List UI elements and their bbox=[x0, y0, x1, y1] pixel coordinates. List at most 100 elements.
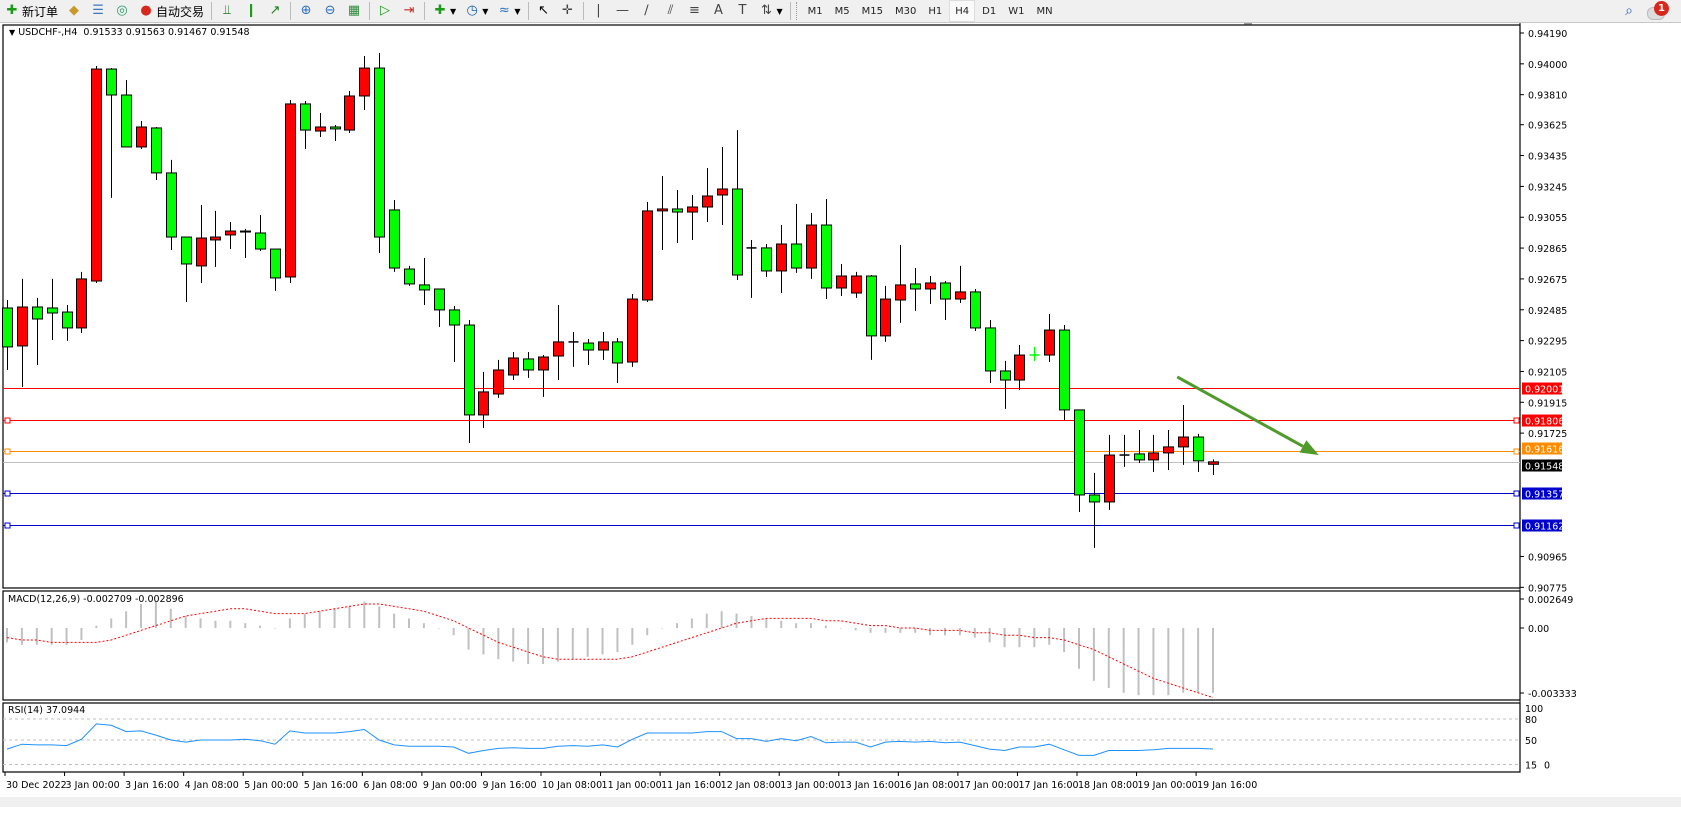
candle bbox=[806, 213, 817, 279]
macd-histogram-bar bbox=[586, 628, 589, 657]
candle bbox=[985, 319, 996, 383]
rsi-legend: RSI(14) 37.0944 bbox=[8, 705, 86, 716]
macd-histogram-bar bbox=[944, 628, 946, 636]
macd-histogram-bar bbox=[303, 613, 306, 628]
macd-histogram-bar bbox=[288, 618, 291, 628]
candle bbox=[1193, 433, 1204, 472]
candle bbox=[240, 228, 251, 258]
candle-body bbox=[17, 306, 28, 347]
macd-histogram-bar bbox=[854, 628, 857, 631]
price-label-box bbox=[1522, 442, 1562, 455]
candle-body bbox=[836, 275, 847, 289]
candle bbox=[1134, 430, 1145, 463]
time-tick-label: 5 Jan 00:00 bbox=[244, 780, 298, 791]
bar-chart-button[interactable]: ⫫ bbox=[216, 1, 238, 21]
periods-clock-button[interactable]: ◷ ▼ bbox=[461, 1, 491, 21]
timeframe-mn[interactable]: MN bbox=[1036, 5, 1053, 17]
candle bbox=[478, 371, 489, 428]
chart-shift-button[interactable]: ⇥ bbox=[398, 1, 420, 21]
candle bbox=[1029, 346, 1040, 361]
candle bbox=[598, 331, 609, 360]
fibonacci-button[interactable]: ≡ bbox=[684, 1, 706, 21]
candle-body bbox=[553, 341, 564, 357]
candle-body bbox=[121, 94, 132, 148]
line-anchor-handle bbox=[1513, 417, 1520, 424]
macd-histogram-bar bbox=[140, 604, 142, 628]
chart-menu-icon[interactable]: ▼ bbox=[9, 28, 16, 37]
horizontal-line-button[interactable]: — bbox=[612, 1, 634, 21]
candle-body bbox=[880, 298, 891, 337]
arrows-button[interactable]: ⇅ ▼ bbox=[756, 1, 786, 21]
macd-histogram-bar bbox=[408, 618, 410, 628]
cursor-button[interactable]: ↖ bbox=[533, 1, 555, 21]
candle-body bbox=[732, 188, 743, 276]
crosshair-button[interactable]: ✛ bbox=[557, 1, 579, 21]
zoom-in-button[interactable]: ⊕ bbox=[295, 1, 317, 21]
price-label: 0.91806 bbox=[1525, 417, 1564, 428]
candlestick-button[interactable]: ❙ bbox=[240, 1, 262, 21]
candle bbox=[300, 101, 311, 150]
timeframe-m1[interactable]: M1 bbox=[807, 5, 823, 17]
macd-histogram-bar bbox=[824, 625, 827, 628]
signal-button[interactable]: ◎ bbox=[111, 1, 133, 21]
tile-windows-button[interactable]: ▦ bbox=[343, 1, 365, 21]
notifications-button[interactable]: 1 bbox=[1645, 1, 1671, 21]
toolbar-grip[interactable] bbox=[795, 2, 800, 20]
cursor-icon: ↖ bbox=[538, 3, 549, 18]
timeframe-m15[interactable]: M15 bbox=[861, 5, 884, 17]
candle bbox=[359, 56, 370, 110]
candle-body bbox=[1074, 409, 1085, 496]
auto-scroll-button[interactable]: ▷ bbox=[374, 1, 396, 21]
macd-histogram-bar bbox=[1107, 628, 1110, 688]
candle-body bbox=[985, 327, 996, 372]
market-watch-button[interactable]: ◆ bbox=[63, 1, 85, 21]
dropdown-arrow-icon: ▼ bbox=[514, 6, 521, 16]
timeframe-h4[interactable]: H4 bbox=[949, 0, 976, 22]
candle-body bbox=[47, 307, 58, 314]
price-label-box bbox=[1522, 519, 1562, 532]
timeframe-d1[interactable]: D1 bbox=[982, 5, 997, 17]
templates-icon: ≈ bbox=[498, 3, 510, 18]
line-anchor-handle bbox=[4, 417, 11, 424]
candle-body bbox=[866, 275, 877, 337]
macd-histogram-bar bbox=[95, 625, 98, 628]
vertical-line-button[interactable]: | bbox=[588, 1, 610, 21]
chart-canvas[interactable]: 0.94190 0.94000 0.93810 0.93625 0.93435 0.932… bbox=[0, 21, 1681, 826]
macd-histogram-bar bbox=[884, 628, 887, 633]
timeframe-m30[interactable]: M30 bbox=[895, 5, 917, 17]
auto-trading-button[interactable]: ● 自动交易 bbox=[135, 1, 207, 21]
candle-body bbox=[76, 278, 87, 329]
new-order-button[interactable]: ✚ 新订单 bbox=[1, 1, 61, 21]
timeframe-w1[interactable]: W1 bbox=[1008, 5, 1025, 17]
macd-histogram-bar bbox=[229, 620, 232, 628]
macd-histogram-bar bbox=[914, 628, 917, 633]
dropdown-arrow-icon: ▼ bbox=[450, 6, 457, 16]
candle bbox=[1074, 409, 1085, 513]
text-button[interactable]: A bbox=[708, 1, 730, 21]
candle bbox=[732, 130, 743, 281]
macd-panel-frame bbox=[2, 590, 1521, 701]
timeframe-h1[interactable]: H1 bbox=[928, 5, 943, 17]
macd-histogram-bar bbox=[720, 611, 723, 628]
candle-body bbox=[1193, 436, 1204, 462]
trendline-button[interactable]: ∕ bbox=[636, 1, 658, 21]
zoom-out-button[interactable]: ⊖ bbox=[319, 1, 341, 21]
macd-histogram-bar bbox=[1033, 628, 1036, 648]
candle-body bbox=[464, 324, 475, 416]
chart-window[interactable]: 0.94190 0.94000 0.93810 0.93625 0.93435 0.932… bbox=[0, 21, 1681, 826]
line-chart-button[interactable]: ↗ bbox=[264, 1, 286, 21]
search-icon[interactable]: ⌕ bbox=[1625, 3, 1633, 19]
candle-body bbox=[627, 298, 638, 363]
indicators-button[interactable]: ✚ ▼ bbox=[429, 1, 459, 21]
navigator-button[interactable]: ☰ bbox=[87, 1, 109, 21]
macd-histogram-bar bbox=[199, 618, 202, 628]
text-label-button[interactable]: T bbox=[732, 1, 754, 21]
rsi-tick-label: 80 bbox=[1525, 715, 1537, 726]
macd-histogram-bar bbox=[1212, 628, 1214, 693]
equidistant-channel-button[interactable]: ⫽ bbox=[660, 1, 682, 21]
templates-button[interactable]: ≈ ▼ bbox=[493, 1, 523, 21]
macd-histogram-bar bbox=[690, 618, 693, 628]
timeframe-m5[interactable]: M5 bbox=[834, 5, 850, 17]
time-tick-label: 19 Jan 16:00 bbox=[1197, 780, 1257, 791]
price-label: 0.91616 bbox=[1525, 445, 1564, 456]
